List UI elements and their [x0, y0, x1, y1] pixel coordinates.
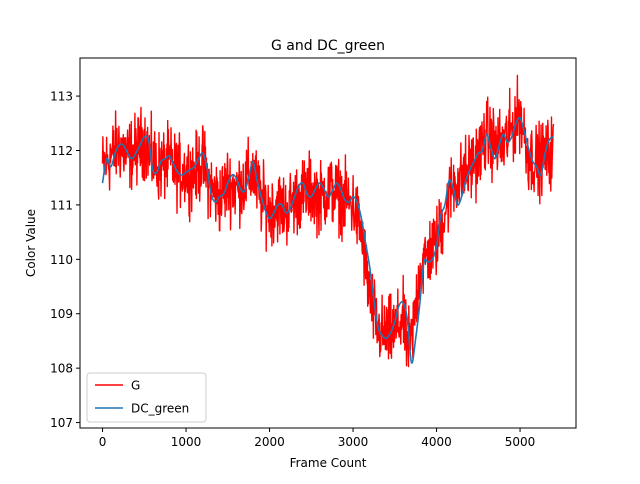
series-line-dc-green — [101, 116, 554, 364]
y-axis-label: Color Value — [24, 209, 38, 277]
y-tick-label: 107 — [50, 416, 73, 430]
series-layer — [101, 74, 555, 368]
plot-frame — [79, 57, 577, 429]
x-tick-label: 2000 — [254, 435, 285, 449]
y-tick-label: 113 — [50, 90, 73, 104]
legend-label-g: G — [131, 379, 140, 393]
y-tick-label: 110 — [50, 253, 73, 267]
x-tick-label: 3000 — [338, 435, 369, 449]
series-line-g — [101, 74, 555, 368]
x-tick-label: 4000 — [421, 435, 452, 449]
chart-title: G and DC_green — [271, 38, 385, 54]
legend: G DC_green — [86, 372, 207, 423]
ticks-layer: 0 1000 2000 3000 4000 5000 107 108 109 110 111 112 1… — [50, 90, 535, 449]
y-tick-label: 112 — [50, 144, 73, 158]
y-tick-label: 108 — [50, 362, 73, 376]
y-tick-label: 109 — [50, 307, 73, 321]
x-tick-label: 5000 — [505, 435, 536, 449]
x-tick-label: 1000 — [171, 435, 202, 449]
y-tick-label: 111 — [50, 198, 73, 212]
x-axis-label: Frame Count — [290, 456, 367, 470]
x-tick-label: 0 — [99, 435, 107, 449]
legend-label-dc-green: DC_green — [131, 402, 189, 416]
